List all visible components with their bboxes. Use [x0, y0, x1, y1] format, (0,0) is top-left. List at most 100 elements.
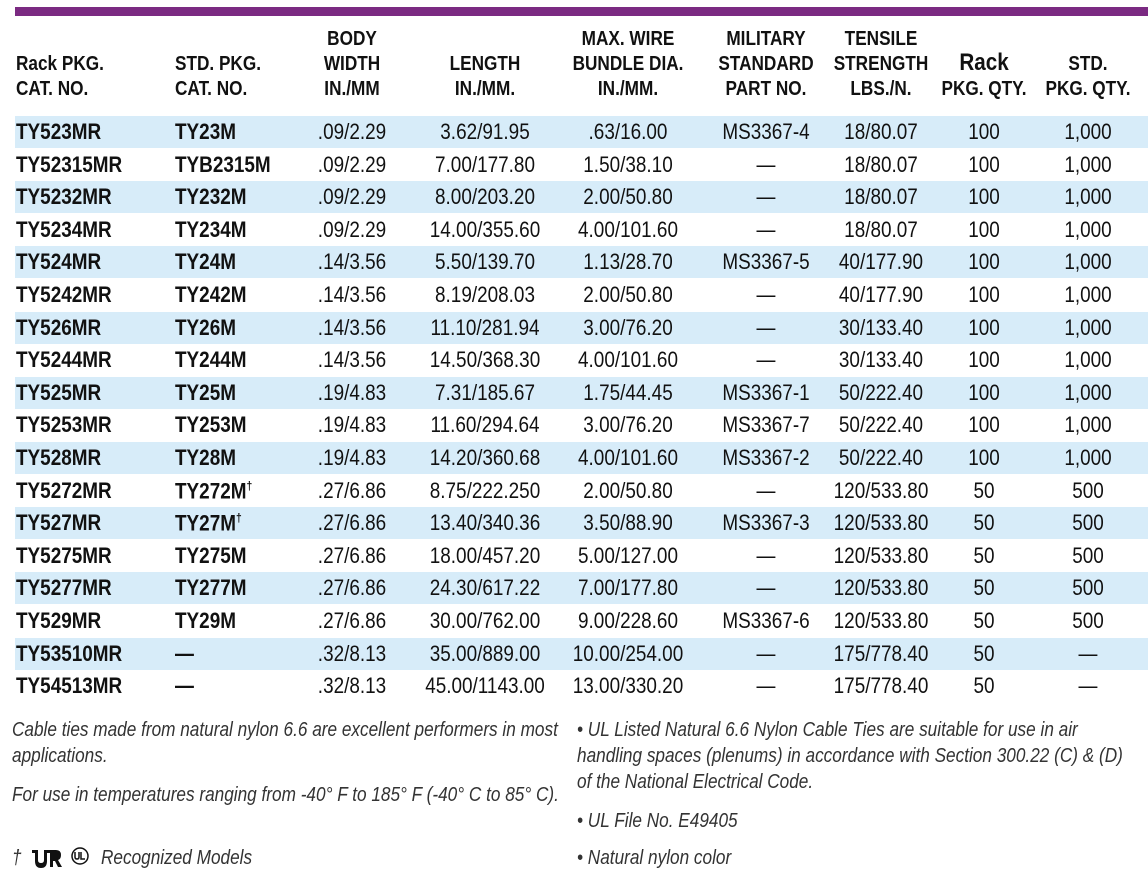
note-text: For use in temperatures ranging from -40…	[12, 784, 559, 806]
table-cell: 50	[973, 640, 995, 666]
table-cell: 500	[1072, 575, 1104, 601]
table-cell: 1.75/44.45	[583, 379, 673, 405]
table-cell: .09/2.29	[317, 184, 387, 210]
header-text: Rack PKG.	[16, 53, 104, 75]
table-cell: 30.00/762.00	[429, 608, 541, 633]
top-bar	[15, 7, 1148, 16]
table-cell: 100	[968, 282, 1000, 307]
table-cell: 50/222.40	[838, 379, 924, 405]
table-cell: MS3367-4	[722, 119, 810, 144]
table-cell: 1,000	[1064, 249, 1112, 275]
table-cell: TY277M	[175, 575, 247, 601]
table-cell: TY242M	[175, 282, 247, 307]
row-stripe	[15, 637, 1148, 670]
table-cell: TYB2315M	[175, 151, 271, 177]
table-cell: TY234M	[175, 216, 247, 242]
header-text: WIDTH	[323, 53, 381, 75]
table-cell: —	[756, 575, 776, 601]
table-cell: TY27M†	[175, 512, 242, 534]
table-cell: TY53510MR	[16, 640, 123, 666]
table-cell: TY29M	[175, 608, 236, 633]
table-cell: TY52315MR	[16, 151, 123, 177]
table-cell: 18/80.07	[844, 216, 918, 242]
table-cell: 11.60/294.64	[430, 412, 540, 438]
note-text: • UL Listed Natural 6.6 Nylon Cable Ties…	[577, 719, 1123, 793]
table-cell: 1,000	[1064, 379, 1112, 405]
table-cell: TY5232MR	[16, 184, 112, 210]
table-cell: 1.13/28.70	[583, 249, 673, 275]
table-cell: .09/2.29	[317, 119, 387, 144]
table-cell: 40/177.90	[838, 249, 924, 275]
table-cell: 35.00/889.00	[429, 640, 541, 666]
table-cell: 2.00/50.80	[583, 184, 673, 210]
table-cell: TY23M	[175, 119, 236, 144]
cell-mark: †	[246, 478, 253, 493]
table-cell: .27/6.86	[317, 477, 387, 503]
table-cell: —	[756, 347, 776, 373]
table-cell: 50	[973, 510, 995, 536]
table-cell: MS3367-2	[722, 445, 810, 470]
table-cell: —	[1078, 640, 1098, 666]
table-cell: —	[756, 151, 776, 177]
table-cell: 1,000	[1064, 347, 1112, 373]
table-cell: 120/533.80	[833, 477, 929, 503]
table-cell: 500	[1072, 510, 1104, 536]
table-cell: 50	[973, 673, 995, 699]
table-cell: 14.00/355.60	[429, 216, 541, 242]
table-cell: TY529MR	[16, 608, 102, 633]
table-cell: 175/778.40	[833, 673, 929, 699]
table-cell: .27/6.86	[317, 510, 387, 536]
table-cell: 100	[968, 347, 1000, 373]
table-cell: 8.19/208.03	[435, 282, 535, 307]
table-cell: TY5242MR	[16, 282, 112, 307]
table-cell: TY232M	[175, 184, 247, 210]
row-stripe	[15, 181, 1148, 214]
table-cell: 100	[968, 216, 1000, 242]
header-text: CAT. NO.	[175, 78, 248, 100]
table-cell: MS3367-5	[722, 249, 810, 275]
note-text: • Natural nylon color	[577, 847, 732, 869]
table-cell: —	[1078, 673, 1098, 699]
table-cell: 11.10/281.94	[430, 314, 540, 340]
table-cell: 5.00/127.00	[578, 542, 678, 568]
table-cell: .32/8.13	[317, 640, 387, 666]
table-cell: 500	[1072, 608, 1104, 633]
note-symbol: †	[12, 847, 22, 869]
table-cell: TY26M	[175, 314, 236, 340]
header-text: PKG. QTY.	[941, 78, 1027, 100]
table-cell: 500	[1072, 542, 1104, 568]
table-cell: 30/133.40	[838, 347, 924, 373]
table-cell: 100	[968, 379, 1000, 405]
table-cell: 8.00/203.20	[435, 184, 535, 210]
row-stripe	[15, 572, 1148, 605]
table-cell: TY28M	[175, 445, 236, 470]
header-text: IN./MM.	[597, 78, 659, 100]
table-cell: 3.00/76.20	[583, 412, 673, 438]
table-cell: 50	[973, 542, 995, 568]
table-cell: 14.50/368.30	[429, 347, 541, 373]
table-cell: TY527MR	[16, 510, 102, 536]
header-text: MILITARY	[726, 28, 806, 50]
ul-logos	[32, 847, 89, 868]
table-cell: 100	[968, 184, 1000, 210]
table-cell: 7.00/177.80	[578, 575, 678, 601]
table-cell: TY528MR	[16, 445, 102, 470]
table-cell: 120/533.80	[833, 608, 929, 633]
row-stripe	[15, 116, 1148, 148]
row-stripe	[15, 246, 1148, 279]
cell-mark: †	[235, 511, 242, 526]
table-cell: TY525MR	[16, 379, 102, 405]
table-cell: —	[175, 640, 194, 666]
table-cell: 50	[973, 608, 995, 633]
table-cell: TY5272MR	[16, 477, 112, 503]
table-cell: 30/133.40	[838, 314, 924, 340]
table-cell: TY526MR	[16, 314, 102, 340]
table-cell: TY524MR	[16, 249, 102, 275]
table-cell: .14/3.56	[317, 347, 387, 373]
table-cell: MS3367-1	[722, 379, 810, 405]
table-cell: .14/3.56	[317, 249, 387, 275]
header-text: IN./MM.	[454, 78, 516, 100]
table-cell: 2.00/50.80	[583, 282, 673, 307]
table-cell: .27/6.86	[317, 542, 387, 568]
